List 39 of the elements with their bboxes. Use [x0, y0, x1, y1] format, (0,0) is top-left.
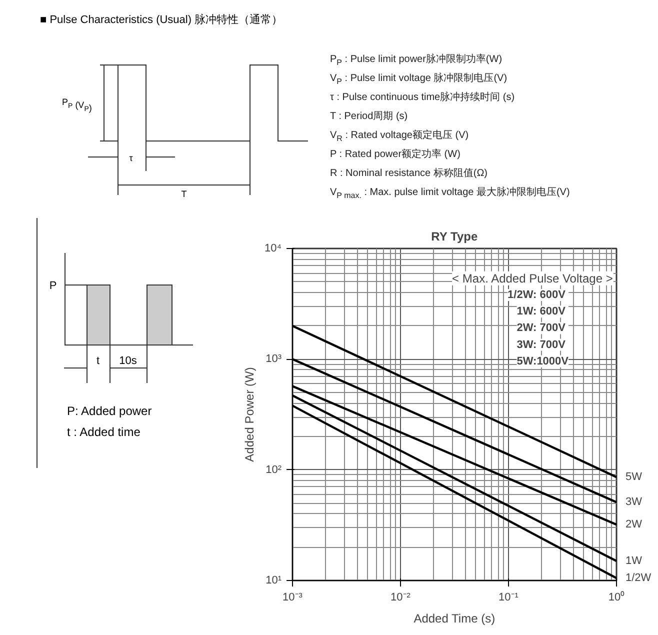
x-tick-label: 10⁻² — [390, 592, 411, 604]
y-tick-label: 10³ — [266, 353, 282, 366]
annotation: 1/2W: 600V — [508, 288, 566, 301]
text: τ — [129, 153, 134, 163]
text: P$_{P}$ (V$_{P}$) — [62, 97, 92, 113]
text: P — [49, 280, 57, 292]
text: 10s — [119, 355, 138, 367]
text: t : Added time — [67, 425, 141, 439]
x-tick-label: 10⁻¹ — [498, 592, 519, 604]
text: P$_{P}$ : Pulse limit power脉冲限制功率(W) — [330, 52, 504, 69]
text: P : Rated power额定功率 (W) — [330, 148, 462, 162]
text: P: Added power — [67, 404, 152, 418]
y-tick-label: 10¹ — [266, 574, 282, 586]
x-axis-title: Added Time (s) — [414, 612, 496, 626]
annotation: < Max. Added Pulse Voltage > — [452, 271, 613, 286]
annotation: 5W:1000V — [516, 355, 570, 368]
series-label: 3W — [626, 496, 643, 508]
text: V$_{R}$ : Rated voltage额定电压 (V) — [330, 128, 470, 145]
text: τ : Pulse continuous time脉冲持续时间 (s) — [330, 90, 516, 105]
annotation: 1W: 600V — [516, 306, 566, 318]
text: T : Period周期 (s) — [330, 110, 409, 124]
y-tick-label: 10² — [266, 464, 282, 476]
x-tick-label: 10⁻³ — [282, 592, 303, 604]
text: V$_{P}$ : Pulse limit voltage 脉冲限制电压(V) — [330, 72, 508, 88]
y-axis-title: Added Power (W) — [242, 367, 257, 462]
series-label: 1/2W — [626, 572, 652, 584]
text: T — [181, 189, 188, 199]
text: R : Nominal resistance 标称阻值(Ω) — [330, 166, 489, 181]
x-tick-label: 10⁰ — [608, 590, 625, 604]
y-tick-label: 10⁴ — [264, 242, 282, 254]
annotation: 2W: 700V — [516, 322, 566, 334]
series-label: 1W — [626, 555, 643, 568]
text: V$_{P max.}$ : Max. pulse limit voltage 最大脉冲限制电压(V) — [330, 186, 570, 202]
series-label: 2W — [626, 518, 643, 531]
annotation: 3W: 700V — [516, 338, 566, 351]
text: ■ Pulse Characteristics (Usual) 脉冲特性（通常） — [40, 12, 283, 27]
text: t — [96, 355, 100, 367]
chart-title: RY Type — [431, 230, 478, 244]
series-label: 5W — [626, 471, 643, 484]
